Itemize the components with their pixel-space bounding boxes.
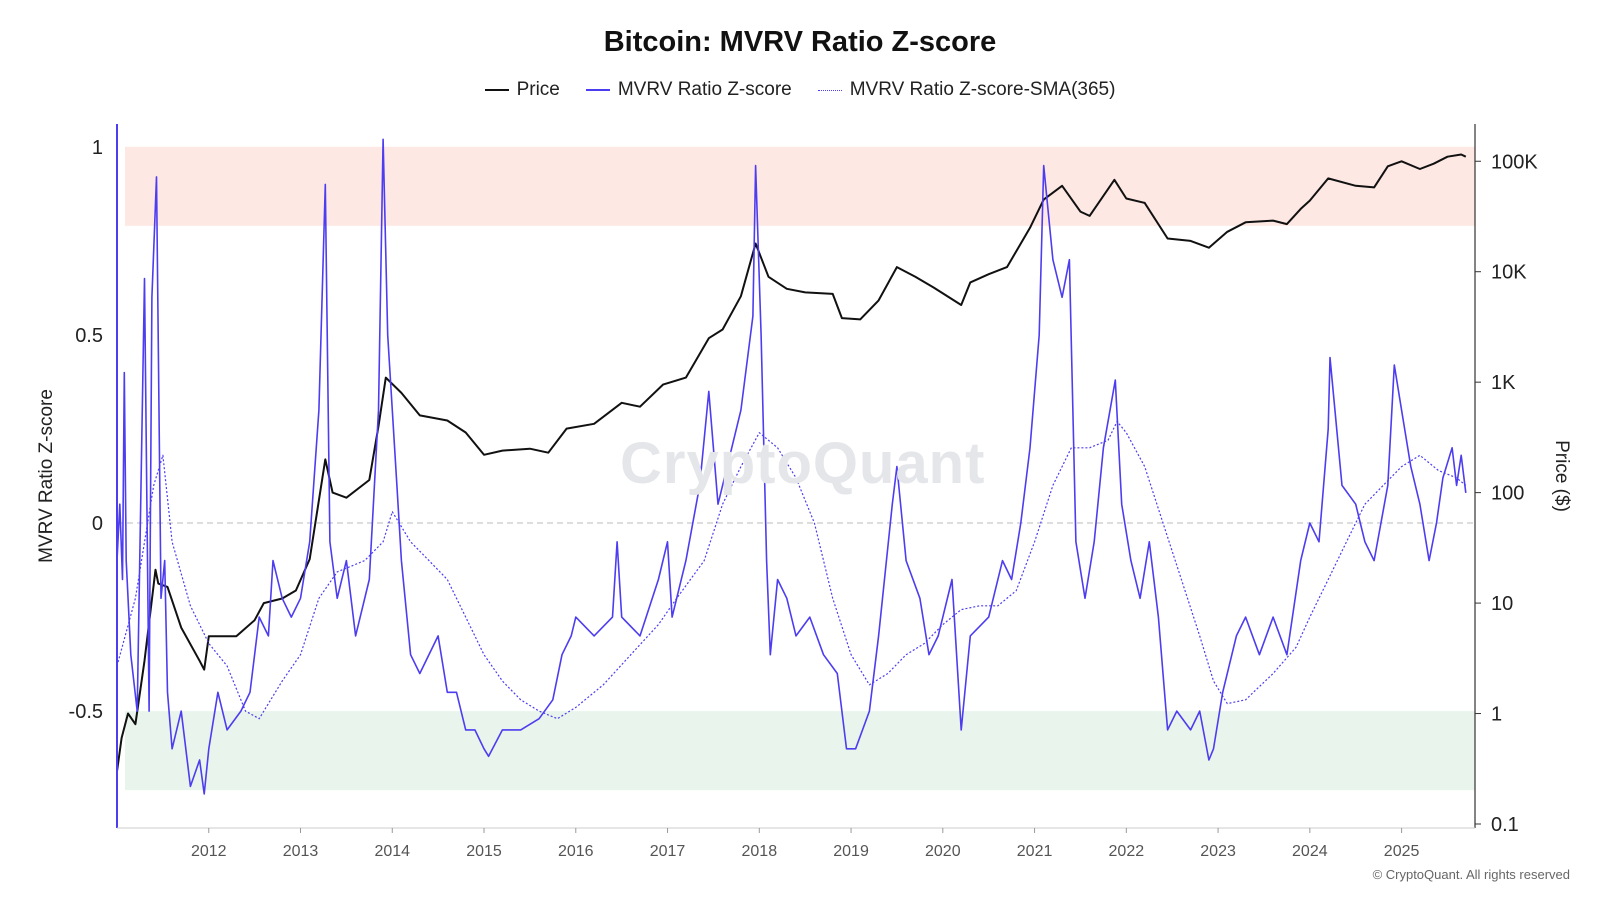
x-tick-label-2: 2014 bbox=[374, 843, 410, 860]
y-right-tick-label-2: 1K bbox=[1491, 372, 1516, 394]
series-line-0 bbox=[116, 153, 1467, 772]
zone-band-1 bbox=[125, 711, 1475, 791]
series-layer bbox=[116, 138, 1467, 795]
legend-item-sma[interactable]: MVRV Ratio Z-score-SMA(365) bbox=[817, 79, 1116, 101]
legend-item-zscore[interactable]: MVRV Ratio Z-score bbox=[585, 79, 792, 101]
y-right-tick-label-5: 1 bbox=[1491, 704, 1502, 726]
legend-item-price[interactable]: Price bbox=[484, 79, 560, 101]
y-right-tick-label-3: 100 bbox=[1491, 483, 1524, 505]
copyright-footer: © CryptoQuant. All rights reserved bbox=[1372, 867, 1570, 882]
series-line-1 bbox=[116, 138, 1467, 795]
y-left-tick-label-2: 0 bbox=[92, 513, 103, 535]
legend-swatch-price bbox=[484, 89, 509, 91]
x-tick-label-3: 2015 bbox=[466, 843, 502, 860]
y-left-tick-label-1: 0.5 bbox=[75, 325, 103, 347]
chart-title: Bitcoin: MVRV Ratio Z-score bbox=[603, 26, 997, 58]
y-right-tick-label-0: 100K bbox=[1491, 151, 1538, 173]
y-right-tick-label-1: 10K bbox=[1491, 262, 1527, 284]
legend: Price MVRV Ratio Z-score MVRV Ratio Z-sc… bbox=[0, 79, 1600, 101]
axes-layer: 1 0.5 0 -0.5 100K 10K 1K 100 10 1 0.1 2012 2013 2014 2… bbox=[36, 124, 1572, 860]
x-tick-label-6: 2018 bbox=[742, 843, 778, 860]
legend-label-price: Price bbox=[516, 79, 560, 100]
y-left-axis-label: MVRV Ratio Z-score bbox=[36, 389, 57, 563]
zones-layer bbox=[125, 146, 1475, 791]
y-left-tick-label-0: 1 bbox=[92, 137, 103, 159]
x-tick-label-0: 2012 bbox=[191, 843, 227, 860]
x-tick-label-7: 2019 bbox=[833, 843, 869, 860]
x-tick-label-1: 2013 bbox=[283, 843, 319, 860]
y-right-tick-label-6: 0.1 bbox=[1491, 814, 1519, 836]
x-tick-label-4: 2016 bbox=[558, 843, 594, 860]
x-tick-label-12: 2024 bbox=[1292, 843, 1328, 860]
y-right-tick-label-4: 10 bbox=[1491, 593, 1513, 615]
x-tick-label-13: 2025 bbox=[1384, 843, 1420, 860]
legend-label-sma: MVRV Ratio Z-score-SMA(365) bbox=[849, 79, 1116, 100]
x-tick-label-11: 2023 bbox=[1200, 843, 1236, 860]
y-left-tick-label-3: -0.5 bbox=[69, 701, 103, 723]
legend-swatch-zscore bbox=[585, 89, 610, 91]
watermark: CryptoQuant bbox=[620, 431, 986, 496]
x-tick-label-8: 2020 bbox=[925, 843, 961, 860]
series-line-2 bbox=[116, 420, 1467, 720]
legend-swatch-sma bbox=[817, 89, 842, 91]
zone-band-0 bbox=[125, 146, 1475, 226]
x-tick-label-5: 2017 bbox=[650, 843, 686, 860]
y-right-axis-label: Price ($) bbox=[1551, 440, 1572, 512]
legend-label-zscore: MVRV Ratio Z-score bbox=[617, 79, 792, 100]
x-tick-label-9: 2021 bbox=[1017, 843, 1053, 860]
x-tick-label-10: 2022 bbox=[1109, 843, 1145, 860]
